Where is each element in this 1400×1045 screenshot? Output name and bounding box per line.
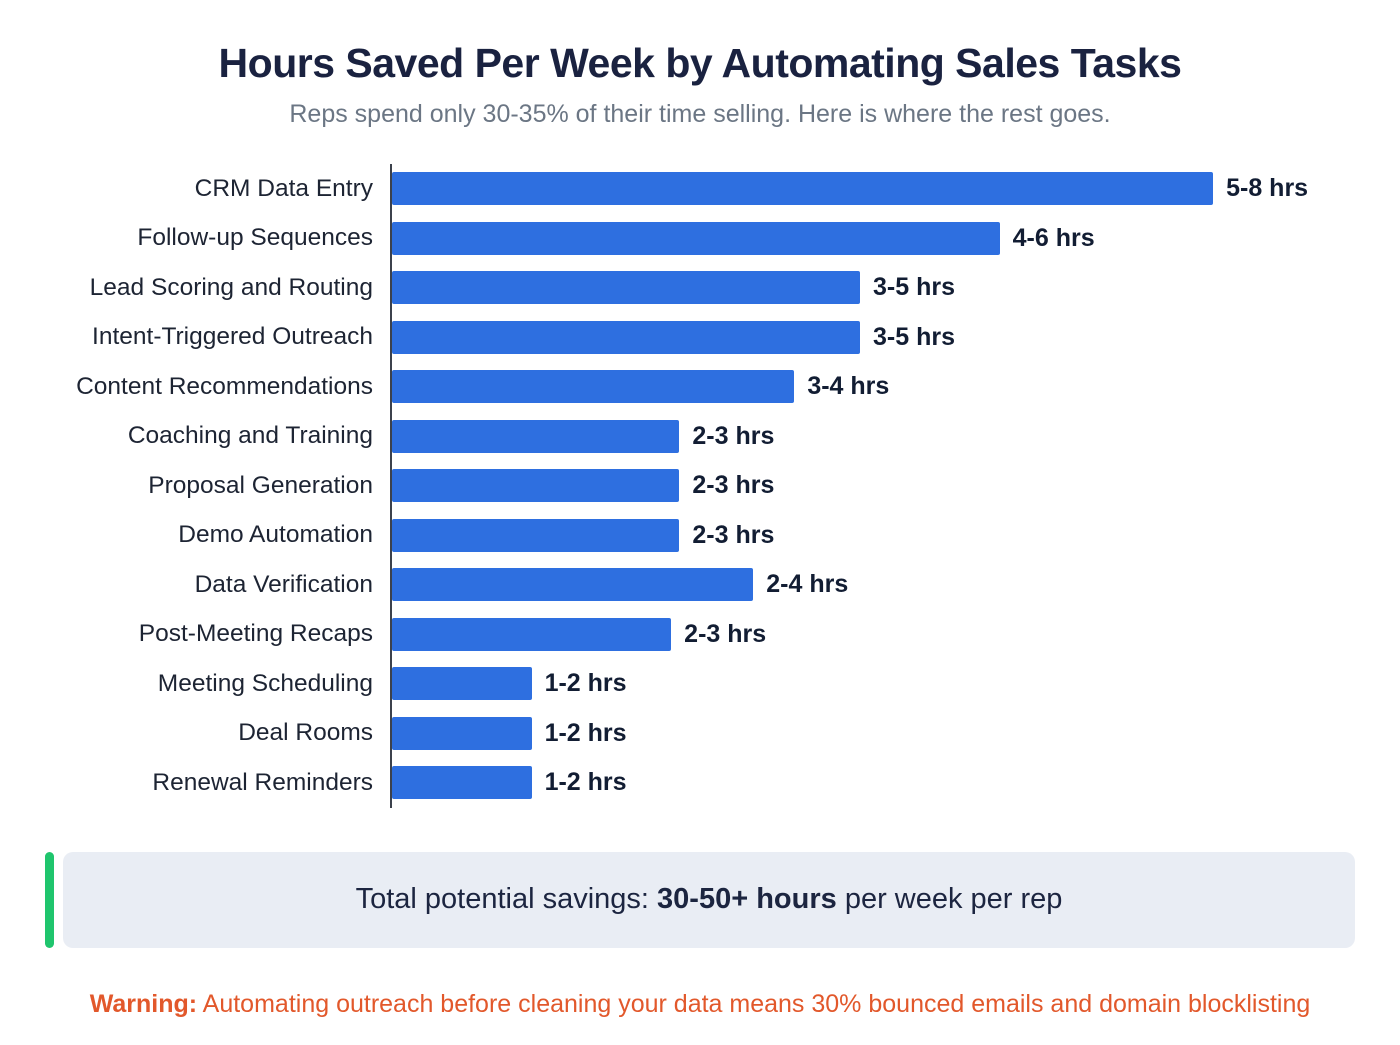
category-label: CRM Data Entry: [194, 174, 373, 202]
chart-row: Coaching and Training 2-3 hrs: [42, 411, 1358, 461]
value-label: 4-6 hrs: [1012, 223, 1095, 252]
bar: [392, 221, 1000, 255]
category-label: Follow-up Sequences: [137, 224, 373, 252]
bar-track: 1-2 hrs: [390, 659, 1358, 709]
bar: [392, 469, 680, 503]
bar-track: 2-3 hrs: [390, 461, 1358, 511]
chart-row: Demo Automation 2-3 hrs: [42, 510, 1358, 560]
bar: [392, 667, 532, 701]
savings-text: Total potential savings: 30-50+ hours pe…: [356, 883, 1063, 916]
value-label: 1-2 hrs: [544, 768, 627, 797]
category-label: Content Recommendations: [76, 372, 373, 400]
bar-track: 2-4 hrs: [390, 560, 1358, 610]
bar-track: 3-4 hrs: [390, 362, 1358, 412]
category-label: Coaching and Training: [127, 422, 373, 450]
callout-accent-bar: [45, 851, 54, 948]
value-label: 2-3 hrs: [692, 421, 775, 450]
chart-row: Renewal Reminders 1-2 hrs: [42, 758, 1358, 808]
bar: [392, 271, 861, 305]
warning-note: Warning: Automating outreach before clea…: [0, 990, 1400, 1019]
value-label: 2-3 hrs: [692, 520, 775, 549]
bar: [392, 518, 680, 552]
value-label: 1-2 hrs: [544, 669, 627, 698]
bar-track: 1-2 hrs: [390, 758, 1358, 808]
savings-text-prefix: Total potential savings:: [355, 883, 658, 915]
chart-row: Content Recommendations 3-4 hrs: [42, 362, 1358, 412]
category-label: Post-Meeting Recaps: [138, 620, 373, 648]
bar: [392, 320, 861, 354]
chart-row: Intent-Triggered Outreach 3-5 hrs: [42, 312, 1358, 362]
chart-row: Proposal Generation 2-3 hrs: [42, 461, 1358, 511]
chart-row: Deal Rooms 1-2 hrs: [42, 708, 1358, 758]
chart-row: Post-Meeting Recaps 2-3 hrs: [42, 609, 1358, 659]
chart-row: Follow-up Sequences 4-6 hrs: [42, 213, 1358, 263]
value-label: 2-3 hrs: [692, 471, 775, 500]
chart-row: CRM Data Entry 5-8 hrs: [42, 164, 1358, 214]
savings-text-suffix: per week per rep: [836, 883, 1063, 915]
category-label: Proposal Generation: [148, 471, 373, 499]
value-label: 3-4 hrs: [807, 372, 890, 401]
bar: [392, 716, 532, 750]
value-label: 5-8 hrs: [1226, 174, 1309, 203]
bar: [392, 617, 672, 651]
chart-row: Lead Scoring and Routing 3-5 hrs: [42, 263, 1358, 313]
category-label: Deal Rooms: [238, 719, 373, 747]
bar-track: 2-3 hrs: [390, 411, 1358, 461]
category-label: Demo Automation: [178, 521, 373, 549]
bar: [392, 568, 754, 602]
bar-track: 5-8 hrs: [390, 164, 1358, 214]
page-subtitle: Reps spend only 30-35% of their time sel…: [289, 100, 1111, 128]
value-label: 1-2 hrs: [544, 718, 627, 747]
warning-text: Automating outreach before cleaning your…: [197, 989, 1311, 1018]
bar-chart: CRM Data Entry 5-8 hrs Follow-up Sequences…: [42, 164, 1358, 808]
bar-track: 3-5 hrs: [390, 263, 1358, 313]
value-label: 3-5 hrs: [873, 273, 955, 302]
bar: [392, 172, 1214, 206]
bar-track: 4-6 hrs: [390, 213, 1358, 263]
bar-track: 2-3 hrs: [390, 510, 1358, 560]
savings-text-highlight: 30-50+ hours: [657, 883, 837, 915]
category-label: Renewal Reminders: [152, 768, 373, 796]
savings-callout-box: Total potential savings: 30-50+ hours pe…: [63, 851, 1355, 948]
bar-track: 2-3 hrs: [390, 609, 1358, 659]
value-label: 2-3 hrs: [684, 619, 767, 648]
savings-callout: Total potential savings: 30-50+ hours pe…: [45, 851, 1355, 948]
bar-track: 1-2 hrs: [390, 708, 1358, 758]
page-title: Hours Saved Per Week by Automating Sales…: [218, 40, 1182, 86]
chart-row: Meeting Scheduling 1-2 hrs: [42, 659, 1358, 709]
category-label: Intent-Triggered Outreach: [92, 323, 373, 351]
category-label: Data Verification: [194, 570, 373, 598]
bar-track: 3-5 hrs: [390, 312, 1358, 362]
warning-label: Warning:: [89, 989, 198, 1018]
bar: [392, 766, 532, 800]
bar: [392, 370, 795, 404]
category-label: Lead Scoring and Routing: [89, 273, 373, 301]
category-label: Meeting Scheduling: [157, 669, 373, 697]
bar: [392, 419, 680, 453]
value-label: 2-4 hrs: [766, 570, 849, 599]
chart-row: Data Verification 2-4 hrs: [42, 560, 1358, 610]
value-label: 3-5 hrs: [873, 322, 955, 351]
